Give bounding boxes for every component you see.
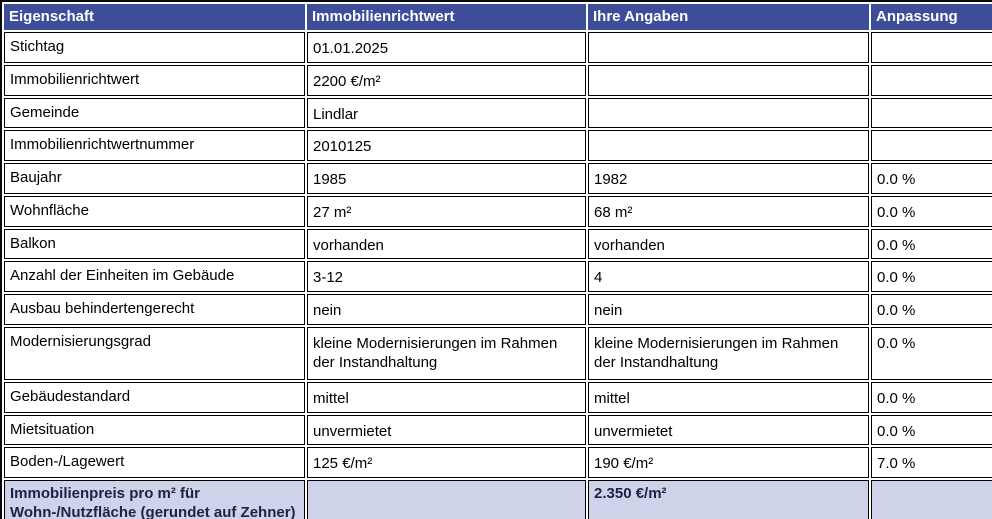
cell-eigenschaft: Modernisierungsgrad bbox=[4, 326, 305, 380]
cell-angaben: vorhanden bbox=[588, 228, 869, 260]
cell-richtwert: vorhanden bbox=[307, 228, 586, 260]
cell-eigenschaft: Ausbau behindertengerecht bbox=[4, 294, 305, 325]
cell-richtwert: kleine Modernisierungen im Rahmen der In… bbox=[307, 326, 586, 380]
column-header-ihre-angaben: Ihre Angaben bbox=[588, 4, 869, 30]
cell-angaben: 4 bbox=[588, 261, 869, 292]
summary-richtwert bbox=[307, 480, 586, 519]
cell-angaben: mittel bbox=[588, 381, 869, 413]
cell-angaben bbox=[588, 32, 869, 63]
summary-result-value: 2.350 €/m² bbox=[588, 480, 869, 519]
cell-angaben: 190 €/m² bbox=[588, 447, 869, 478]
column-header-anpassung: Anpassung bbox=[871, 4, 992, 30]
table-row-anzahl-einheiten: Anzahl der Einheiten im Gebäude 3-12 4 0… bbox=[4, 261, 992, 292]
table-row-gebaeudestandard: Gebäudestandard mittel mittel 0.0 % bbox=[4, 381, 992, 413]
table-row-ausbau-behindertengerecht: Ausbau behindertengerecht nein nein 0.0 … bbox=[4, 294, 992, 325]
cell-anpassung bbox=[871, 32, 992, 63]
table-row-immobilienrichtwert: Immobilienrichtwert 2200 €/m² bbox=[4, 64, 992, 96]
cell-eigenschaft: Balkon bbox=[4, 228, 305, 260]
table-row-mietsituation: Mietsituation unvermietet unvermietet 0.… bbox=[4, 414, 992, 446]
table-row-balkon: Balkon vorhanden vorhanden 0.0 % bbox=[4, 228, 992, 260]
table-row-baujahr: Baujahr 1985 1982 0.0 % bbox=[4, 163, 992, 194]
cell-richtwert: 01.01.2025 bbox=[307, 32, 586, 63]
cell-anpassung: 0.0 % bbox=[871, 163, 992, 194]
cell-richtwert: unvermietet bbox=[307, 414, 586, 446]
cell-angaben bbox=[588, 64, 869, 96]
column-header-eigenschaft: Eigenschaft bbox=[4, 4, 305, 30]
cell-eigenschaft: Immobilienrichtwertnummer bbox=[4, 130, 305, 161]
header-row: Eigenschaft Immobilienrichtwert Ihre Ang… bbox=[4, 4, 992, 30]
cell-richtwert: 27 m² bbox=[307, 195, 586, 227]
cell-richtwert: 3-12 bbox=[307, 261, 586, 292]
cell-anpassung bbox=[871, 130, 992, 161]
cell-anpassung: 0.0 % bbox=[871, 195, 992, 227]
cell-anpassung: 0.0 % bbox=[871, 381, 992, 413]
cell-eigenschaft: Baujahr bbox=[4, 163, 305, 194]
summary-label: Immobilienpreis pro m² für Wohn-/Nutzflä… bbox=[4, 480, 305, 519]
table-row-immobilienrichtwertnummer: Immobilienrichtwertnummer 2010125 bbox=[4, 130, 992, 161]
cell-eigenschaft: Anzahl der Einheiten im Gebäude bbox=[4, 261, 305, 292]
cell-anpassung: 0.0 % bbox=[871, 261, 992, 292]
cell-angaben: kleine Modernisierungen im Rahmen der In… bbox=[588, 326, 869, 380]
cell-richtwert: 1985 bbox=[307, 163, 586, 194]
cell-anpassung: 0.0 % bbox=[871, 326, 992, 380]
cell-richtwert: 2200 €/m² bbox=[307, 64, 586, 96]
cell-angaben bbox=[588, 97, 869, 129]
table-row-modernisierungsgrad: Modernisierungsgrad kleine Modernisierun… bbox=[4, 326, 992, 380]
cell-richtwert: Lindlar bbox=[307, 97, 586, 129]
cell-eigenschaft: Gebäudestandard bbox=[4, 381, 305, 413]
cell-anpassung: 0.0 % bbox=[871, 228, 992, 260]
table-row-stichtag: Stichtag 01.01.2025 bbox=[4, 32, 992, 63]
cell-eigenschaft: Stichtag bbox=[4, 32, 305, 63]
column-header-immobilienrichtwert: Immobilienrichtwert bbox=[307, 4, 586, 30]
cell-eigenschaft: Mietsituation bbox=[4, 414, 305, 446]
cell-anpassung bbox=[871, 97, 992, 129]
cell-anpassung: 0.0 % bbox=[871, 414, 992, 446]
cell-richtwert: mittel bbox=[307, 381, 586, 413]
cell-richtwert: 125 €/m² bbox=[307, 447, 586, 478]
cell-eigenschaft: Gemeinde bbox=[4, 97, 305, 129]
cell-eigenschaft: Wohnfläche bbox=[4, 195, 305, 227]
cell-angaben: nein bbox=[588, 294, 869, 325]
table-row-wohnflaeche: Wohnfläche 27 m² 68 m² 0.0 % bbox=[4, 195, 992, 227]
cell-angaben: 68 m² bbox=[588, 195, 869, 227]
cell-eigenschaft: Immobilienrichtwert bbox=[4, 64, 305, 96]
table-row-gemeinde: Gemeinde Lindlar bbox=[4, 97, 992, 129]
table-row-boden-lagewert: Boden-/Lagewert 125 €/m² 190 €/m² 7.0 % bbox=[4, 447, 992, 478]
cell-anpassung bbox=[871, 64, 992, 96]
cell-angaben bbox=[588, 130, 869, 161]
summary-anpassung bbox=[871, 480, 992, 519]
summary-row-immobilienpreis: Immobilienpreis pro m² für Wohn-/Nutzflä… bbox=[4, 480, 992, 519]
cell-angaben: unvermietet bbox=[588, 414, 869, 446]
cell-richtwert: nein bbox=[307, 294, 586, 325]
cell-anpassung: 0.0 % bbox=[871, 294, 992, 325]
cell-eigenschaft: Boden-/Lagewert bbox=[4, 447, 305, 478]
cell-richtwert: 2010125 bbox=[307, 130, 586, 161]
cell-anpassung: 7.0 % bbox=[871, 447, 992, 478]
cell-angaben: 1982 bbox=[588, 163, 869, 194]
